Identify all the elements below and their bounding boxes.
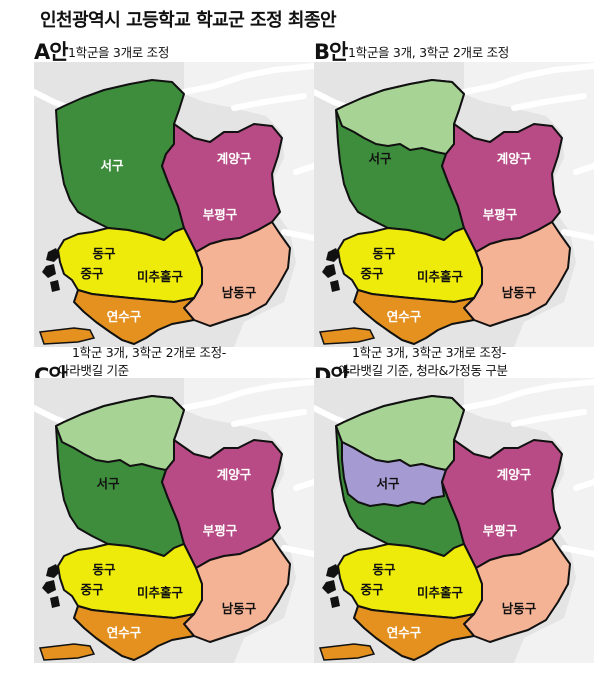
- district-label-dong: 동구: [92, 562, 116, 577]
- district-label-jung: 중구: [80, 582, 104, 597]
- plan-header: D안 1학군 3개, 3학군 3개로 조정- 아라뱃길 기준, 청라&가정동 구분: [314, 345, 600, 388]
- district-label-namdong: 남동구: [502, 601, 537, 616]
- river-line: [314, 405, 347, 425]
- district-label-yeonsu: 연수구: [107, 309, 142, 324]
- district-label-seo: 서구: [368, 151, 392, 166]
- plan-header: C안 1학군 3개, 3학군 2개로 조정- 아라뱃길 기준: [34, 345, 324, 388]
- island-shape: [46, 564, 60, 578]
- district-label-gyeyang: 계양구: [497, 467, 532, 482]
- island-shape: [42, 580, 56, 594]
- district-label-michuhol: 미추홀구: [417, 269, 464, 284]
- plan-description: 아라뱃길 기준: [58, 363, 129, 378]
- district-label-seo: 서구: [100, 158, 124, 173]
- plan-header: B안 1학군을 3개, 3학군 2개로 조정: [314, 36, 600, 64]
- district-label-namdong: 남동구: [222, 285, 257, 300]
- river-line: [573, 479, 594, 491]
- district-label-namdong: 남동구: [222, 601, 257, 616]
- island-shape: [50, 596, 60, 608]
- plan-description: 1학군을 3개, 3학군 2개로 조정: [348, 45, 509, 60]
- district-label-jung: 중구: [80, 266, 104, 281]
- island-shape: [322, 264, 336, 278]
- river-line: [181, 63, 314, 95]
- river-line: [314, 89, 347, 109]
- district-label-michuhol: 미추홀구: [417, 585, 464, 600]
- region-seo-gu: [341, 441, 447, 507]
- region-yeonsu-gu: [353, 605, 475, 661]
- river-line: [461, 63, 594, 95]
- plan-header: A안 1학군을 3개로 조정: [34, 36, 324, 64]
- district-label-dong: 동구: [92, 246, 116, 261]
- region-yeonsu-gu: [73, 605, 195, 661]
- region-dong-jung-michuhol: [57, 227, 203, 303]
- region-dong-jung-michuhol: [337, 543, 483, 619]
- plan-letter: B안: [314, 40, 348, 64]
- river-line: [511, 93, 587, 111]
- district-label-yeonsu: 연수구: [387, 309, 422, 324]
- port-strip: [318, 643, 376, 661]
- district-label-gyeyang: 계양구: [217, 467, 252, 482]
- page-title: 인천광역시 고등학교 학교군 조정 최종안: [40, 10, 337, 31]
- district-label-gyeyang: 계양구: [217, 151, 252, 166]
- island-shape: [42, 264, 56, 278]
- river-line: [293, 163, 314, 175]
- plan-description: 1학군 3개, 3학군 2개로 조정-: [72, 345, 226, 360]
- district-label-bupyeong: 부평구: [203, 207, 238, 222]
- island-shape: [330, 280, 340, 292]
- district-label-jung: 중구: [360, 266, 384, 281]
- island-shape: [330, 596, 340, 608]
- river-line: [293, 479, 314, 491]
- river-line: [281, 545, 314, 557]
- district-label-yeonsu: 연수구: [107, 625, 142, 640]
- river-line: [461, 379, 594, 411]
- island-shape: [326, 564, 340, 578]
- island-shape: [326, 248, 340, 262]
- river-line: [231, 93, 307, 111]
- river-line: [511, 409, 587, 427]
- region-yeonsu-gu: [353, 289, 475, 345]
- district-label-yeonsu: 연수구: [387, 625, 422, 640]
- district-label-dong: 동구: [372, 246, 396, 261]
- district-label-seo: 서구: [96, 476, 120, 491]
- plan-letter: A안: [34, 40, 69, 64]
- island-shape: [322, 580, 336, 594]
- island-shape: [46, 248, 60, 262]
- region-dong-jung-michuhol: [337, 227, 483, 303]
- river-line: [281, 229, 314, 241]
- region-dong-jung-michuhol: [57, 543, 203, 619]
- district-label-michuhol: 미추홀구: [137, 585, 184, 600]
- port-strip: [318, 327, 376, 345]
- river-line: [34, 89, 67, 109]
- district-label-namdong: 남동구: [502, 285, 537, 300]
- district-label-dong: 동구: [372, 562, 396, 577]
- river-line: [34, 405, 67, 425]
- river-line: [561, 229, 594, 241]
- district-label-bupyeong: 부평구: [483, 207, 518, 222]
- island-shape: [50, 280, 60, 292]
- plan-description: 1학군 3개, 3학군 3개로 조정-: [352, 345, 506, 360]
- region-yeonsu-gu: [73, 289, 195, 345]
- district-label-seo: 서구: [376, 476, 400, 491]
- river-line: [573, 163, 594, 175]
- district-label-michuhol: 미추홀구: [137, 269, 184, 284]
- district-label-bupyeong: 부평구: [203, 523, 238, 538]
- river-line: [561, 545, 594, 557]
- plan-description: 1학군을 3개로 조정: [68, 45, 170, 60]
- district-label-bupyeong: 부평구: [483, 523, 518, 538]
- district-label-jung: 중구: [360, 582, 384, 597]
- port-strip: [38, 327, 96, 345]
- port-strip: [38, 643, 96, 661]
- plan-description: 아라뱃길 기준, 청라&가정동 구분: [338, 363, 508, 378]
- district-label-gyeyang: 계양구: [497, 151, 532, 166]
- river-line: [231, 409, 307, 427]
- river-line: [181, 379, 314, 411]
